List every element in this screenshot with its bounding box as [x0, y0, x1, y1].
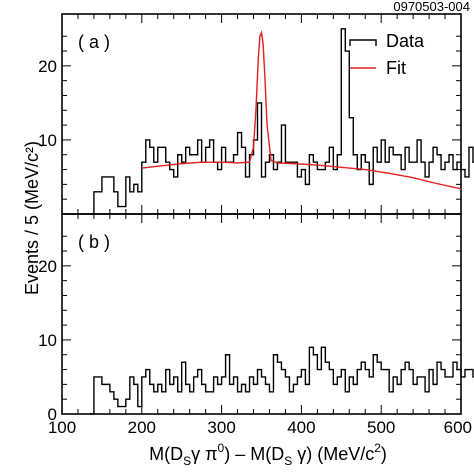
x-axis-label: M(DSγ π0) – M(DS γ) (MeV/c2) [149, 441, 387, 468]
xlabel-sub2: S [284, 454, 292, 468]
panel-a: 10 20 ( a ) Data Fit [38, 13, 474, 215]
panel-b-data-histogram [89, 346, 474, 415]
x-tick-label: 400 [287, 418, 315, 437]
xlabel-part3: ) – M(D [224, 444, 284, 464]
x-tick-label: 100 [48, 418, 76, 437]
xlabel-sup0: 0 [218, 441, 225, 455]
xlabel-sub1: S [183, 454, 191, 468]
x-tick-labels: 100 200 300 400 500 600 [48, 418, 472, 437]
panel-a-data-histogram [89, 28, 474, 215]
panel-b-frame [61, 213, 462, 415]
figure-id: 0970503-004 [393, 0, 470, 14]
xlabel-sup2: 2 [374, 441, 381, 455]
panel-a-y-tick-label: 20 [38, 57, 57, 76]
xlabel-part1: M(D [149, 444, 183, 464]
panel-b: 0 10 20 ( b ) [38, 213, 474, 424]
x-tick-label: 200 [128, 418, 156, 437]
xlabel-part4: γ) (MeV/c [292, 444, 374, 464]
panel-b-label: ( b ) [78, 232, 110, 252]
x-tick-label: 300 [207, 418, 235, 437]
panel-b-y-tick-label: 20 [38, 257, 57, 276]
x-tick-label: 600 [444, 418, 472, 437]
x-tick-label: 500 [367, 418, 395, 437]
panel-a-fit-curve [141, 29, 462, 190]
legend-data-marker [349, 39, 377, 46]
legend-data-label: Data [386, 31, 425, 51]
y-axis-label: Events / 5 (MeV/c²) [22, 141, 42, 295]
panel-b-y-tick-label: 10 [38, 331, 57, 350]
xlabel-end: ) [381, 444, 387, 464]
xlabel-part2: γ π [191, 444, 217, 464]
panel-b-y-tick-label: 0 [48, 405, 57, 424]
panel-a-label: ( a ) [78, 32, 110, 52]
panel-a-y-tick-label: 10 [38, 131, 57, 150]
legend-fit-label: Fit [386, 58, 406, 78]
